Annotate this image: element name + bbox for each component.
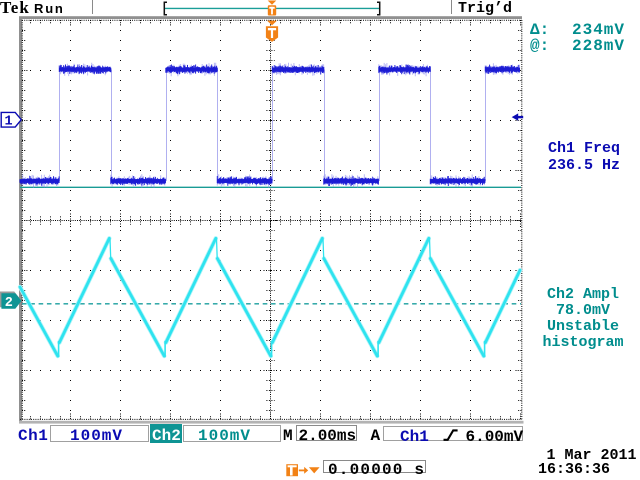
svg-text:2: 2	[5, 296, 13, 311]
svg-text:1: 1	[5, 115, 13, 130]
